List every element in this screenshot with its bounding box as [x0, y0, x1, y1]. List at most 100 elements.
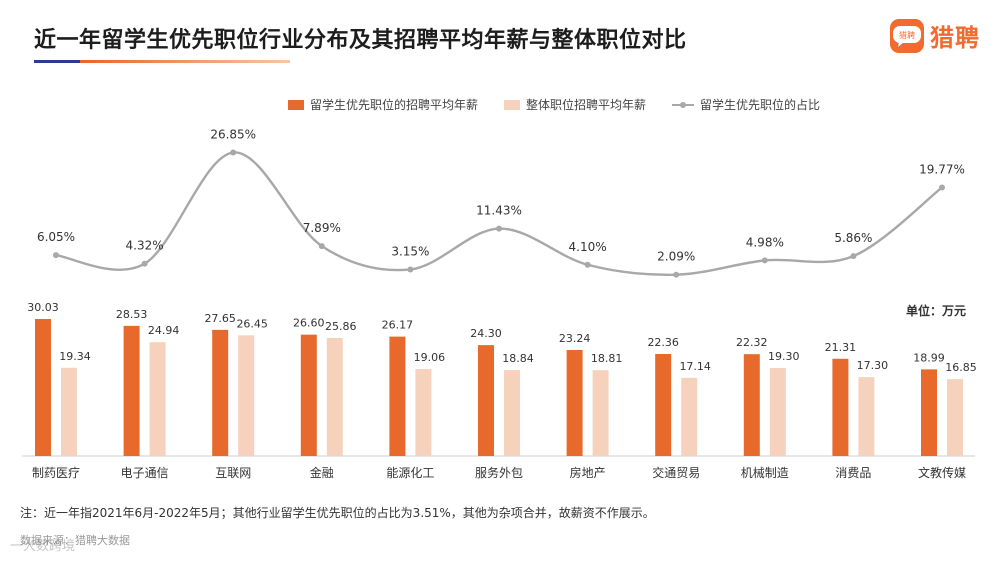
legend-swatch-share [672, 100, 695, 110]
bar-student-salary [35, 319, 51, 456]
x-tick-label: 电子通信 [121, 466, 169, 480]
chart-legend: 留学生优先职位的招聘平均年薪 整体职位招聘平均年薪 留学生优先职位的占比 [288, 96, 820, 113]
legend-label-share: 留学生优先职位的占比 [700, 98, 821, 112]
source-note: 数据来源：猎聘大数据 [20, 534, 130, 547]
share-label: 3.15% [391, 244, 429, 258]
bar-student-salary [478, 345, 494, 456]
bar-overall-salary [149, 342, 166, 456]
x-tick-label: 能源化工 [386, 466, 434, 480]
bar-overall-salary [769, 367, 786, 456]
bar-label-student-salary: 23.24 [559, 332, 591, 345]
bar-overall-salary [238, 335, 255, 456]
brand-badge-icon: 猎聘 [890, 18, 924, 53]
bar-label-student-salary: 22.32 [736, 336, 768, 349]
bar-overall-salary [504, 370, 520, 456]
svg-text:猎聘: 猎聘 [899, 30, 915, 40]
bar-student-salary [832, 358, 849, 456]
bar-label-student-salary: 21.31 [825, 341, 857, 354]
bar-student-salary [655, 353, 672, 456]
bar-overall-salary [415, 369, 432, 456]
bar-label-student-salary: 28.53 [116, 308, 148, 321]
bar-label-student-salary: 30.03 [27, 301, 59, 314]
share-point [939, 184, 945, 191]
bar-student-salary [743, 354, 760, 456]
share-point [496, 225, 502, 232]
share-point [141, 260, 148, 267]
share-label: 2.09% [657, 250, 695, 264]
legend-item-overall-salary: 整体职位招聘平均年薪 [504, 96, 646, 113]
x-tick-label: 房地产 [570, 465, 606, 480]
legend-item-student-salary: 留学生优先职位的招聘平均年薪 [288, 96, 478, 113]
share-point [230, 149, 237, 156]
page-title: 近一年留学生优先职位行业分布及其招聘平均年薪与整体职位对比 [34, 28, 687, 53]
bar-student-salary [300, 334, 317, 456]
bar-label-overall-salary: 18.84 [502, 352, 534, 365]
legend-label-overall-salary: 整体职位招聘平均年薪 [526, 98, 647, 112]
share-label: 11.43% [476, 204, 522, 218]
share-point [318, 243, 325, 250]
unit-label: 单位：万元 [905, 304, 966, 318]
bar-overall-salary [592, 370, 609, 456]
legend-swatch-overall-salary [504, 99, 521, 110]
bar-label-overall-salary: 19.06 [414, 351, 446, 364]
legend-label-student-salary: 留学生优先职位的招聘平均年薪 [310, 98, 479, 112]
x-tick-label: 金融 [310, 465, 334, 480]
brand-name: 猎聘 [930, 24, 980, 52]
x-tick-label: 文教传媒 [918, 465, 966, 480]
share-point [407, 266, 414, 273]
share-point [673, 271, 680, 278]
bar-student-salary [212, 329, 229, 456]
x-tick-label: 交通贸易 [652, 465, 700, 480]
bar-label-overall-salary: 18.81 [591, 352, 623, 365]
share-label: 19.77% [919, 162, 965, 176]
x-tick-label: 服务外包 [475, 465, 523, 480]
bar-student-salary [389, 336, 406, 456]
bar-label-overall-salary: 24.94 [148, 324, 180, 337]
bar-label-student-salary: 27.65 [204, 312, 236, 325]
bar-label-student-salary: 26.17 [382, 319, 414, 332]
bar-student-salary [123, 325, 140, 456]
bar-student-salary [921, 369, 937, 456]
bar-label-overall-salary: 17.30 [857, 359, 889, 372]
bar-label-overall-salary: 16.85 [945, 361, 977, 374]
bar-student-salary [566, 349, 583, 456]
share-label: 5.86% [834, 231, 872, 245]
x-tick-label: 制药医疗 [32, 466, 80, 480]
bar-label-student-salary: 24.30 [470, 327, 502, 340]
x-tick-label: 消费品 [835, 466, 871, 480]
bar-label-overall-salary: 25.86 [325, 320, 357, 333]
legend-item-share: 留学生优先职位的占比 [672, 96, 820, 113]
x-tick-label: 互联网 [215, 466, 251, 480]
bar-label-student-salary: 18.99 [913, 351, 945, 364]
bar-label-overall-salary: 19.30 [768, 350, 800, 363]
share-point [53, 252, 59, 259]
bar-overall-salary [681, 377, 698, 456]
bar-overall-salary [858, 377, 875, 456]
bar-label-overall-salary: 17.14 [679, 360, 711, 373]
share-point [850, 253, 857, 260]
share-label: 7.89% [303, 221, 341, 235]
legend-swatch-student-salary [288, 99, 304, 110]
watermark: 一大数跨境 [10, 539, 76, 554]
x-tick-label: 机械制造 [741, 465, 789, 480]
share-line [55, 151, 943, 276]
brand-logo: 猎聘 猎聘 [890, 18, 980, 53]
bar-overall-salary [61, 367, 77, 456]
share-label: 26.85% [210, 128, 256, 142]
bar-label-student-salary: 22.36 [647, 336, 679, 349]
share-label: 4.10% [569, 240, 607, 254]
title-underline [34, 60, 290, 63]
bar-overall-salary [326, 338, 343, 456]
bar-label-student-salary: 26.60 [293, 317, 325, 330]
bar-overall-salary [947, 379, 963, 456]
footnote: 注：近一年指2021年6月-2022年5月；其他行业留学生优先职位的占比为3.5… [20, 506, 655, 520]
bar-label-overall-salary: 26.45 [236, 317, 268, 330]
share-label: 4.98% [746, 235, 784, 249]
speech-bubble-icon: 猎聘 [893, 25, 921, 47]
share-point [584, 261, 591, 268]
share-point [761, 257, 768, 264]
share-label: 6.05% [37, 230, 75, 244]
bar-label-overall-salary: 19.34 [59, 350, 91, 363]
share-label: 4.32% [126, 239, 164, 253]
